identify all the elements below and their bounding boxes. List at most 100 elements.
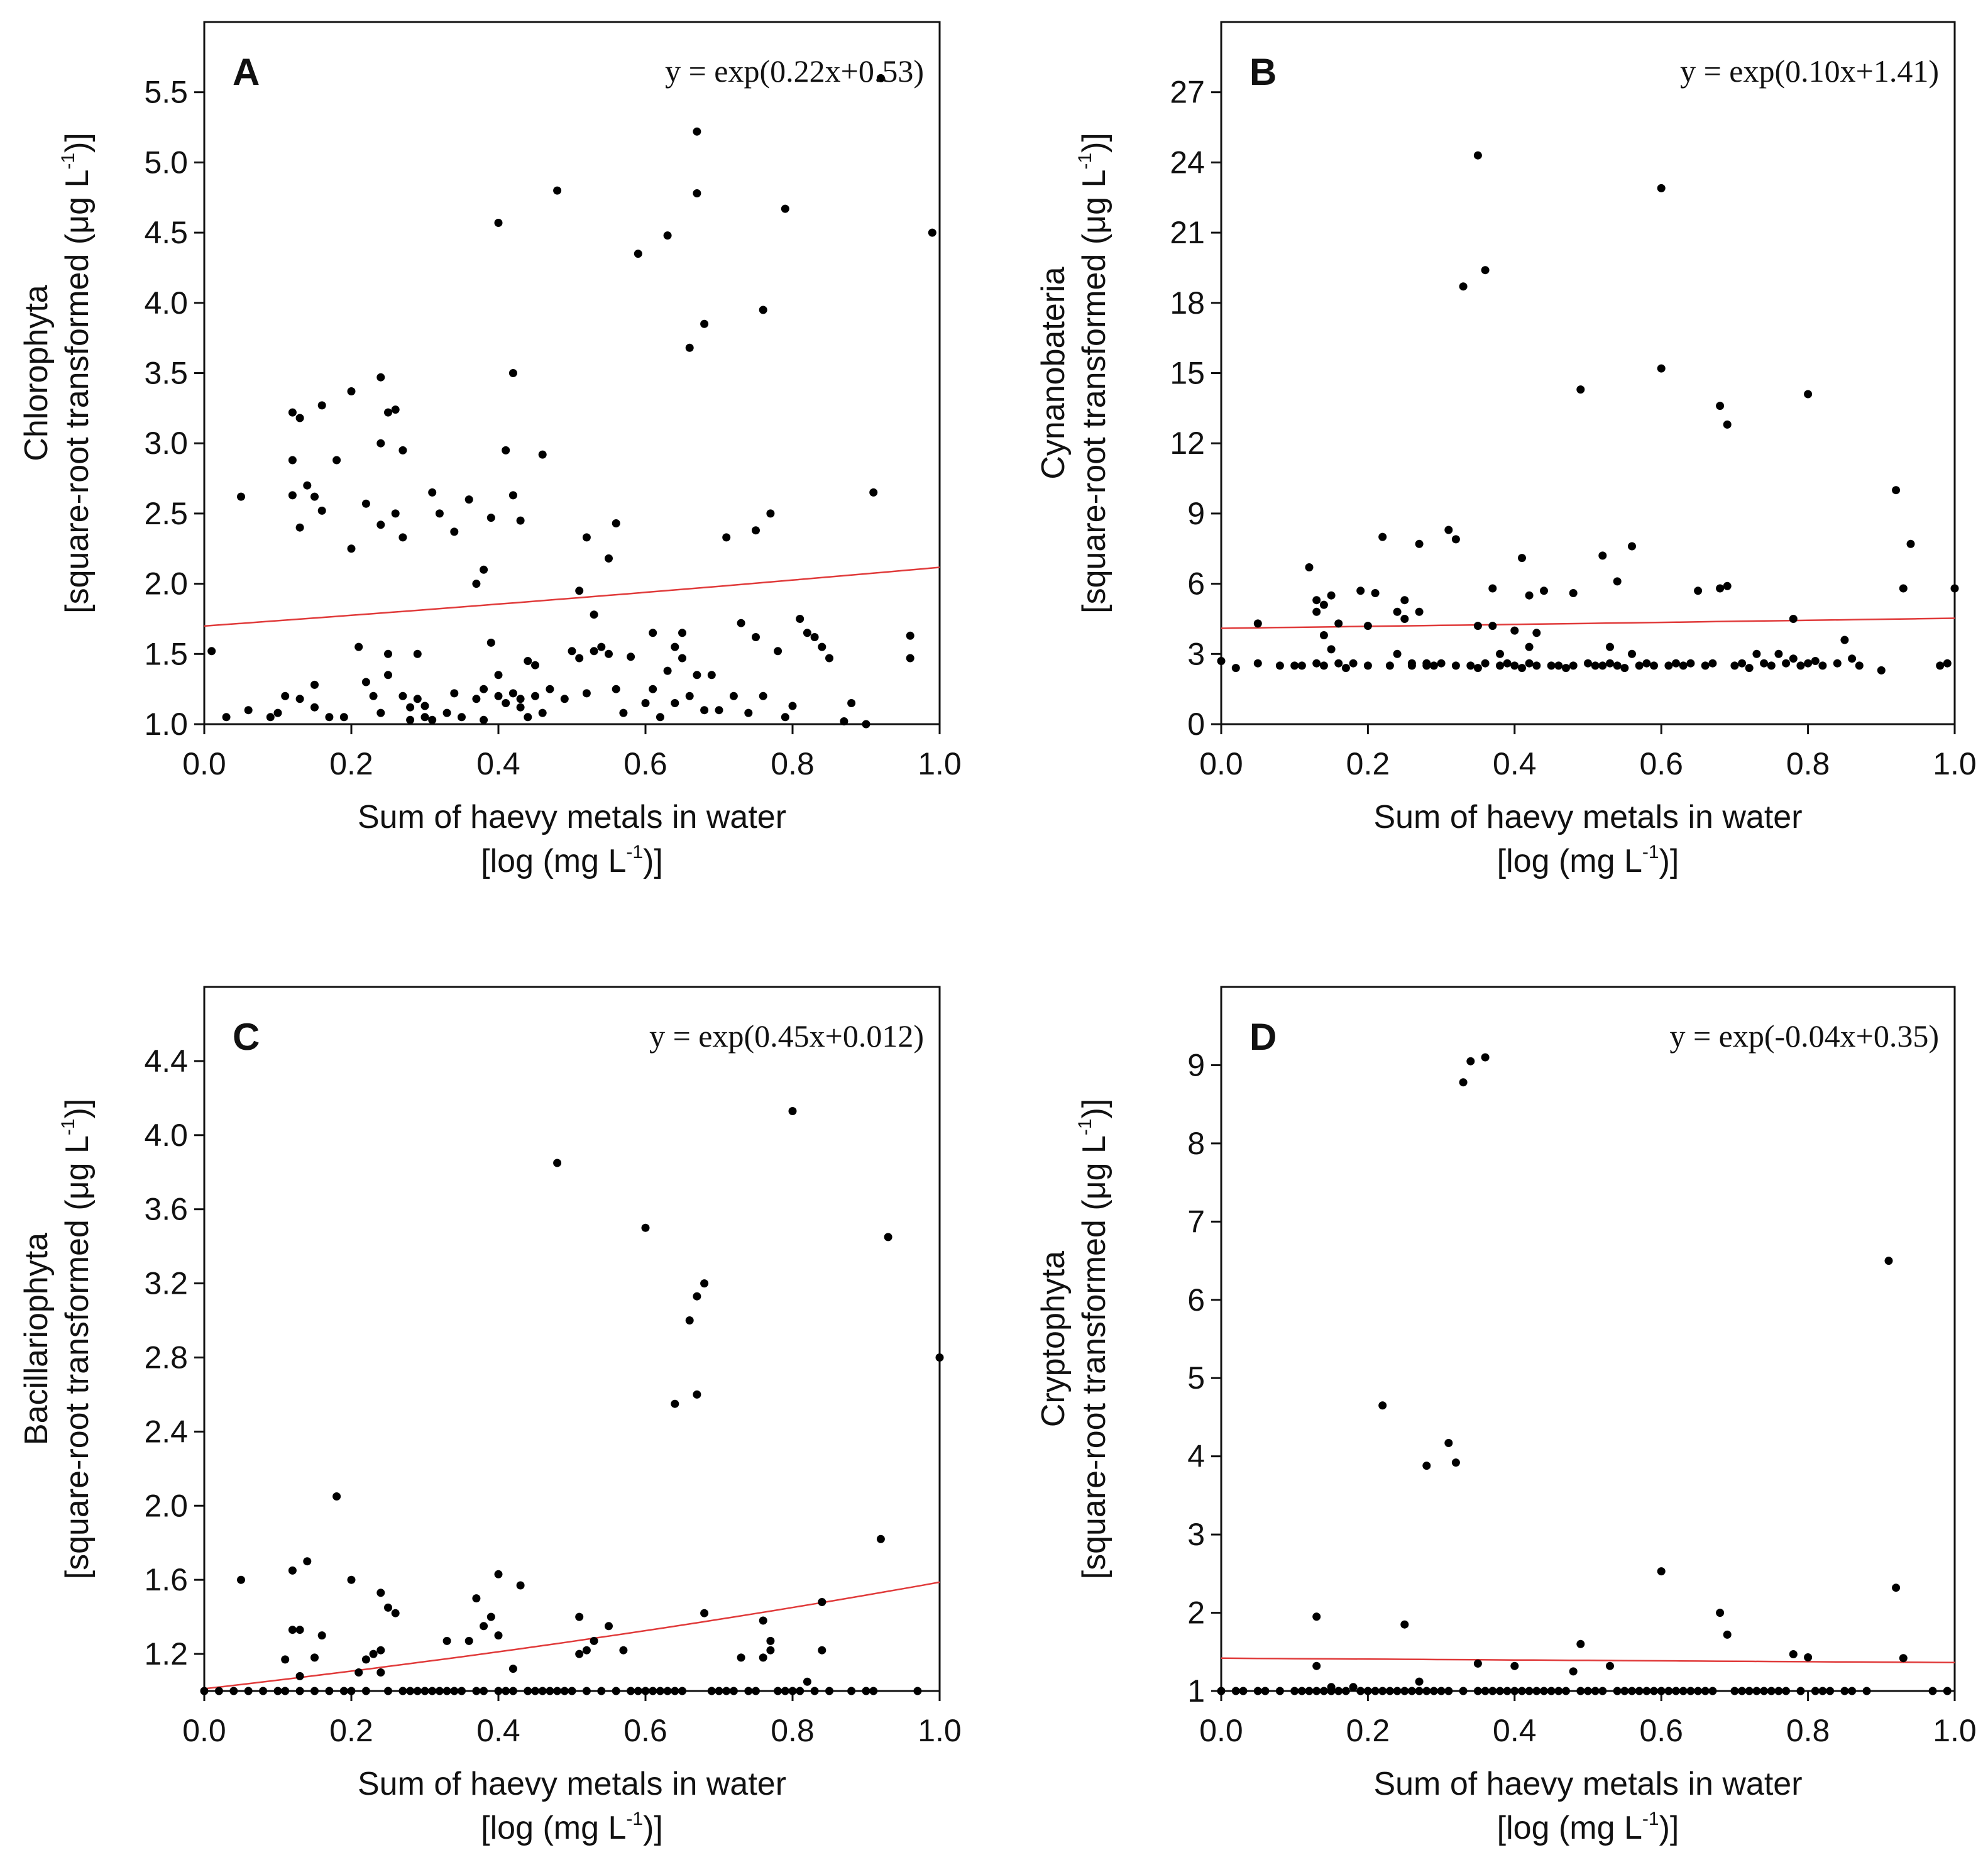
y-tick-label: 5 xyxy=(1187,1360,1205,1396)
data-point xyxy=(354,642,363,651)
data-point xyxy=(398,533,407,542)
data-point xyxy=(1899,584,1908,593)
data-point xyxy=(1525,642,1534,651)
panel-letter: D xyxy=(1249,1016,1277,1058)
data-point xyxy=(678,654,686,663)
data-point xyxy=(494,671,503,680)
x-tick-label: 0.4 xyxy=(1493,746,1537,781)
data-point xyxy=(1628,1687,1636,1695)
data-point xyxy=(332,456,341,465)
data-point xyxy=(1444,1687,1453,1695)
data-point xyxy=(317,1631,326,1640)
data-point xyxy=(237,1575,245,1584)
data-point xyxy=(1613,577,1622,586)
data-point xyxy=(332,1492,341,1501)
x-tick-label: 0.8 xyxy=(771,746,815,781)
panel-d: 0.0 0.2 0.4 0.6 0.8 1.0 1 2 3 4 5 6 7 8 9 D y = exp(-0.0… xyxy=(1035,986,1977,1846)
data-point xyxy=(1738,1687,1747,1695)
data-point xyxy=(1437,1687,1446,1695)
data-point xyxy=(1723,581,1732,590)
data-point xyxy=(1510,1687,1519,1695)
x-tick-label: 0.6 xyxy=(1639,746,1683,781)
data-point xyxy=(1547,661,1556,670)
data-point xyxy=(649,1687,657,1695)
x-tick-label: 1.0 xyxy=(918,1713,962,1748)
data-point xyxy=(295,1671,304,1680)
data-point xyxy=(384,1603,392,1612)
data-point xyxy=(303,1557,312,1566)
data-point xyxy=(1694,1687,1703,1695)
data-point xyxy=(508,689,517,698)
data-point xyxy=(1275,1687,1284,1695)
data-point xyxy=(413,649,422,658)
data-point xyxy=(1385,1687,1394,1695)
data-point xyxy=(420,713,429,722)
data-point xyxy=(288,1566,297,1575)
data-point xyxy=(376,1646,385,1655)
data-point xyxy=(1341,1687,1350,1695)
data-point xyxy=(1826,1687,1835,1695)
data-point xyxy=(1297,1687,1306,1695)
data-point xyxy=(406,1687,415,1695)
data-point xyxy=(693,671,701,680)
data-point xyxy=(1349,1683,1358,1692)
data-point xyxy=(376,708,385,717)
data-point xyxy=(1716,1609,1725,1617)
data-point xyxy=(486,514,495,522)
data-point xyxy=(398,446,407,454)
y-tick-label: 4.4 xyxy=(144,1044,188,1079)
data-point xyxy=(1319,600,1328,609)
data-point xyxy=(744,708,753,717)
data-point xyxy=(391,405,400,414)
data-point xyxy=(538,1687,547,1695)
data-point xyxy=(1730,661,1739,670)
data-point xyxy=(1518,664,1526,673)
data-point xyxy=(494,1570,503,1578)
data-point xyxy=(317,401,326,410)
data-point xyxy=(1393,649,1402,658)
data-point xyxy=(1415,1687,1424,1695)
data-point xyxy=(1378,532,1387,541)
data-point xyxy=(759,1653,767,1662)
x-tick-label: 0.0 xyxy=(1199,1713,1243,1748)
data-point xyxy=(788,1107,797,1115)
y-axis-label: Bacillariophyta xyxy=(18,1233,55,1445)
data-point xyxy=(259,1687,268,1695)
data-point xyxy=(524,713,532,722)
data-point xyxy=(759,1616,767,1625)
data-point xyxy=(649,685,657,693)
data-point xyxy=(729,691,738,700)
panel-c: 0.0 0.2 0.4 0.6 0.8 1.0 1.2 1.6 2.0 2.4 2.8 3.2 3.6 4… xyxy=(18,986,962,1846)
data-point xyxy=(1686,1687,1695,1695)
data-point xyxy=(553,186,562,195)
data-point xyxy=(1415,539,1424,548)
data-point xyxy=(1444,1439,1453,1447)
data-point xyxy=(1796,661,1805,670)
data-point xyxy=(1363,661,1372,670)
data-point xyxy=(1481,659,1490,668)
y-tick-label: 4.0 xyxy=(144,285,188,321)
y-tick-label: 1.2 xyxy=(144,1636,188,1671)
data-point xyxy=(325,713,334,722)
data-point xyxy=(1290,661,1299,670)
data-point xyxy=(906,654,914,663)
data-point xyxy=(641,1687,650,1695)
data-point xyxy=(361,1687,370,1695)
data-point xyxy=(214,1687,223,1695)
data-point xyxy=(693,1292,701,1301)
data-point xyxy=(678,629,686,637)
data-point xyxy=(406,703,415,712)
y-tick-label: 27 xyxy=(1170,75,1205,110)
data-point xyxy=(1319,631,1328,639)
data-point xyxy=(273,708,282,717)
data-point xyxy=(428,1687,437,1695)
data-point xyxy=(597,642,606,651)
data-point xyxy=(634,1687,642,1695)
data-point xyxy=(560,1687,569,1695)
data-point xyxy=(207,647,216,656)
data-point xyxy=(384,671,392,680)
data-point xyxy=(524,657,532,665)
data-point xyxy=(759,306,767,314)
data-point xyxy=(244,1687,253,1695)
data-point xyxy=(1635,661,1644,670)
